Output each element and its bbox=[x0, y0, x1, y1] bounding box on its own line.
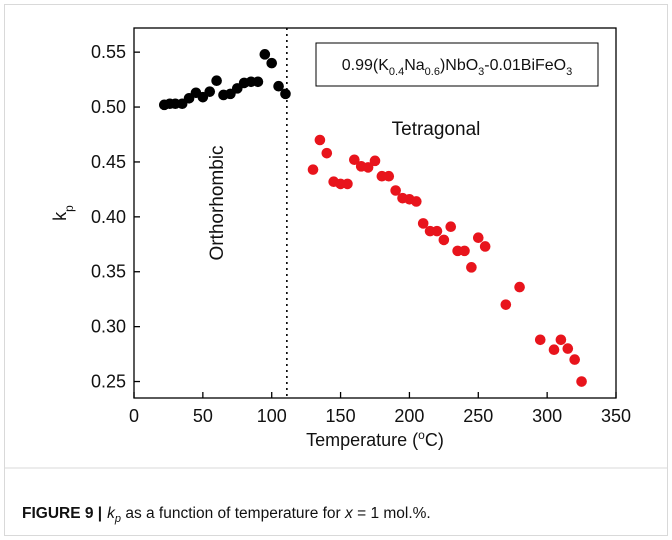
data-point bbox=[259, 49, 271, 60]
x-axis-label-part: Temperature ( bbox=[306, 430, 418, 450]
data-point bbox=[555, 334, 567, 346]
data-point bbox=[569, 354, 580, 365]
phase-label: Orthorhombic bbox=[207, 145, 228, 260]
y-tick-label: 0.25 bbox=[91, 372, 126, 392]
data-point bbox=[417, 218, 429, 229]
data-point bbox=[204, 86, 216, 97]
data-point bbox=[252, 76, 264, 88]
y-tick-label: 0.35 bbox=[91, 262, 126, 282]
data-point bbox=[211, 75, 222, 87]
data-point bbox=[362, 162, 374, 173]
x-tick-label: 300 bbox=[532, 406, 562, 426]
x-axis-label: Temperature (oC) bbox=[306, 428, 444, 450]
x-tick-label: 350 bbox=[601, 406, 631, 426]
formula-part: 3 bbox=[478, 66, 484, 78]
data-point bbox=[479, 241, 491, 252]
data-point bbox=[307, 164, 319, 175]
formula-part: 0.99(K bbox=[342, 57, 389, 74]
formula-part: -0.01BiFeO bbox=[484, 57, 566, 74]
plot-frame bbox=[133, 27, 617, 399]
data-point bbox=[576, 376, 587, 387]
data-point bbox=[273, 80, 284, 92]
formula: 0.99(K0.4Na0.6)NbO3-0.01BiFeO3 bbox=[342, 57, 572, 78]
caption-part: = 1 mol.%. bbox=[353, 505, 431, 522]
x-tick-label: 250 bbox=[463, 406, 493, 426]
formula-box bbox=[315, 42, 599, 87]
x-tick-label: 0 bbox=[129, 406, 139, 426]
data-point bbox=[438, 234, 450, 246]
formula-part: 0.6 bbox=[425, 66, 440, 78]
data-point bbox=[266, 57, 278, 69]
formula-part: )NbO bbox=[440, 57, 478, 74]
x-tick-label: 150 bbox=[326, 406, 356, 426]
data-point bbox=[472, 232, 484, 244]
y-tick-label: 0.30 bbox=[91, 317, 126, 337]
y-tick-label: 0.45 bbox=[91, 152, 126, 172]
data-point bbox=[411, 196, 422, 207]
x-tick-label: 200 bbox=[394, 406, 424, 426]
caption-label: FIGURE 9 | bbox=[22, 505, 102, 522]
data-point bbox=[383, 170, 395, 182]
y-axis-label-part: p bbox=[62, 205, 76, 212]
data-point bbox=[459, 245, 470, 257]
data-point bbox=[314, 134, 326, 146]
y-axis-label: kp bbox=[50, 205, 76, 221]
y-tick-label: 0.50 bbox=[91, 97, 126, 117]
x-axis-label-part: o bbox=[418, 428, 425, 442]
x-axis-label-part: C) bbox=[425, 430, 444, 450]
caption-part: k bbox=[107, 505, 116, 522]
caption-part: as a function of temperature for bbox=[121, 505, 345, 522]
data-point bbox=[349, 154, 360, 166]
y-axis-label-part: k bbox=[50, 211, 70, 221]
caption-part: p bbox=[114, 513, 121, 525]
formula-part: 3 bbox=[566, 66, 572, 78]
data-point bbox=[342, 178, 353, 190]
data-point bbox=[431, 225, 443, 237]
data-point bbox=[534, 334, 546, 346]
data-point bbox=[500, 299, 512, 310]
y-tick-label: 0.55 bbox=[91, 42, 126, 62]
data-point bbox=[390, 185, 401, 196]
y-tick-label: 0.40 bbox=[91, 207, 126, 227]
formula-part: 0.4 bbox=[389, 66, 404, 78]
data-point bbox=[321, 147, 333, 159]
caption-part: x bbox=[344, 505, 354, 522]
data-point bbox=[514, 281, 525, 293]
caption: FIGURE 9 | kp as a function of temperatur… bbox=[22, 505, 431, 525]
data-point bbox=[445, 221, 457, 233]
x-tick-label: 100 bbox=[257, 406, 287, 426]
data-point bbox=[466, 262, 477, 273]
data-point bbox=[280, 88, 291, 100]
data-point bbox=[369, 155, 381, 167]
data-point bbox=[548, 344, 560, 355]
phase-label: Tetragonal bbox=[392, 119, 481, 140]
formula-part: Na bbox=[404, 57, 425, 74]
figure-border bbox=[4, 4, 668, 536]
data-point bbox=[562, 343, 574, 354]
x-tick-label: 50 bbox=[193, 406, 213, 426]
